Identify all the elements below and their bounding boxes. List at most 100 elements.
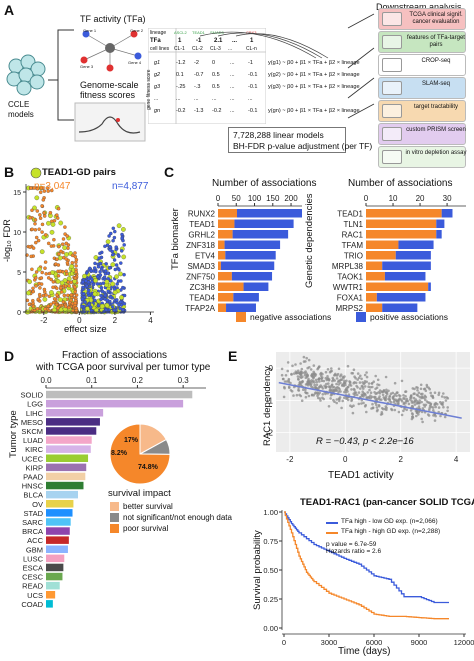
- scatter-point: [299, 382, 303, 386]
- volcano-point: [110, 262, 116, 267]
- scatter-point: [366, 391, 369, 394]
- scatter-point: [353, 388, 356, 392]
- volcano-point: [104, 269, 108, 273]
- scatter-point: [310, 393, 314, 397]
- scatter-point: [376, 378, 380, 382]
- scatter-point: [389, 400, 393, 404]
- table-cell: -1.2: [176, 60, 186, 66]
- scatter-point: [417, 405, 421, 408]
- km-ylabel: Survival probability: [252, 530, 263, 610]
- scatter-point: [375, 386, 379, 389]
- scatter-point: [424, 389, 428, 393]
- scatter-point: [369, 391, 373, 394]
- volcano-point: [63, 304, 68, 309]
- scatter-point: [350, 388, 353, 391]
- volcano-point: [98, 261, 103, 266]
- table-cell: ...: [230, 84, 235, 90]
- scatter-point: [304, 391, 308, 395]
- survival-bar: [46, 581, 60, 590]
- scatter-point: [282, 395, 286, 399]
- scatter-point: [403, 407, 406, 411]
- bar-right-pos-bar: [436, 219, 445, 228]
- bar-left-title: Number of associations: [212, 178, 317, 189]
- bar-right-tick-label: 20: [416, 194, 425, 203]
- table-cell-line: CL-1: [174, 46, 185, 52]
- scatter-point: [409, 409, 413, 412]
- table-gene-col: CBX3: [246, 30, 257, 35]
- fitness-title: Genome-scale fitness scores: [80, 80, 139, 100]
- volcano-point: [107, 266, 112, 270]
- volcano-point: [114, 263, 119, 267]
- survival-title-1: Fraction of associations: [62, 350, 168, 361]
- survival-tumor-label: KIRC: [25, 445, 44, 454]
- downstream-item-icon: [382, 58, 402, 72]
- volcano-point: [104, 262, 108, 266]
- volcano-point: [69, 280, 73, 285]
- scatter-point: [443, 415, 447, 419]
- scatter-xlabel: TEAD1 activity: [328, 470, 394, 481]
- scatter-point: [437, 406, 441, 409]
- scatter-point: [385, 406, 388, 410]
- scatter-point: [420, 417, 423, 421]
- scatter-xtick-label: -2: [286, 455, 294, 464]
- volcano-point: [86, 291, 90, 296]
- volcano-point: [34, 284, 38, 288]
- bar-left-category-label: RUNX2: [188, 210, 216, 219]
- model-equation: y(g2) ~ β0 + β1 × TFa + β2 × lineage: [268, 72, 360, 78]
- scatter-point: [281, 377, 285, 381]
- scatter-point: [320, 385, 324, 389]
- volcano-point: [55, 286, 59, 291]
- bar-right-category-label: MRPS2: [335, 304, 363, 313]
- scatter-point: [317, 366, 320, 370]
- scatter-point: [329, 385, 332, 388]
- scatter-point: [415, 414, 418, 418]
- scatter-point: [335, 388, 339, 392]
- scatter-point: [360, 377, 363, 381]
- scatter-point: [320, 377, 323, 380]
- survival-tumor-label: UCS: [27, 591, 43, 600]
- scatter-point: [354, 381, 358, 385]
- survival-bar: [46, 600, 53, 608]
- volcano-point: [46, 241, 51, 246]
- scatter-point: [298, 375, 302, 378]
- scatter-point: [304, 395, 308, 399]
- scatter-point: [365, 410, 368, 414]
- scatter-point: [415, 411, 419, 414]
- volcano-point: [59, 280, 65, 286]
- scatter-point: [304, 388, 307, 392]
- volcano-point: [51, 285, 55, 290]
- volcano-point: [73, 276, 78, 280]
- volcano-point: [121, 254, 127, 260]
- scatter-point: [369, 396, 372, 400]
- volcano-xtick-label: -2: [40, 316, 48, 325]
- scatter-ylabel: RAC1 dependency: [262, 366, 273, 446]
- volcano-point: [55, 257, 59, 262]
- volcano-point: [93, 261, 97, 266]
- volcano-point: [64, 269, 68, 273]
- scatter-point: [420, 395, 424, 398]
- bar-left-tick-label: 100: [248, 194, 262, 203]
- survival-bar: [46, 572, 63, 581]
- scatter-point: [432, 414, 435, 417]
- scatter-point: [306, 384, 310, 387]
- survival-title-2: with TCGA poor survival per tumor type: [36, 362, 211, 373]
- survival-tumor-label: COAD: [21, 600, 43, 609]
- bar-left-tick-label: 0: [216, 194, 221, 203]
- scatter-point: [425, 400, 429, 403]
- volcano-point: [36, 238, 41, 243]
- volcano-point: [113, 229, 117, 234]
- scatter-point: [395, 391, 399, 394]
- volcano-point: [114, 274, 119, 280]
- scatter-point: [421, 420, 424, 424]
- scatter-point: [407, 402, 411, 406]
- scatter-point: [432, 409, 435, 412]
- scatter-point: [319, 374, 323, 378]
- ccle-label: CCLE models: [8, 100, 34, 119]
- survival-tumor-label: SKCM: [21, 427, 43, 436]
- scatter-point: [339, 381, 342, 385]
- volcano-point: [49, 302, 53, 307]
- volcano-point: [39, 249, 45, 255]
- survival-bar: [46, 527, 70, 535]
- volcano-point: [114, 245, 118, 249]
- scatter-point: [390, 408, 394, 412]
